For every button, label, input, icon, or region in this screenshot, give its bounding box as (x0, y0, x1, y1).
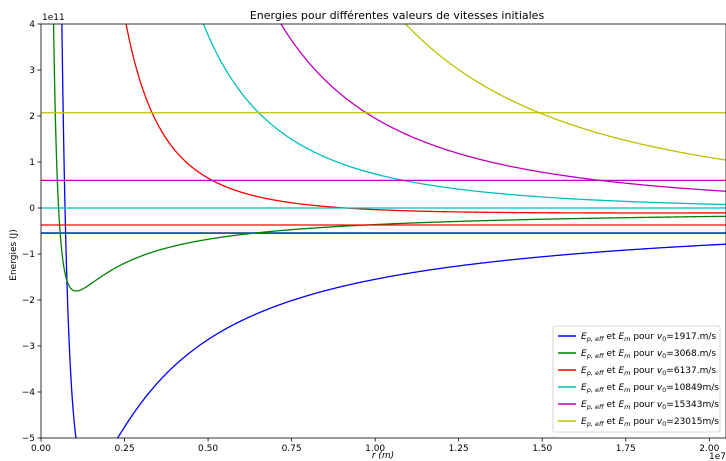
y-tick-label: −4 (22, 388, 36, 398)
y-tick-label: 0 (29, 204, 35, 214)
y-tick-label: −5 (22, 434, 35, 444)
axes (40, 23, 726, 439)
y-tick-label: 2 (29, 112, 35, 122)
x-tick-label: 1.25 (449, 444, 469, 454)
x-tick-label: 1.50 (532, 444, 552, 454)
series-curve-4 (280, 24, 726, 192)
legend-box (552, 325, 721, 433)
plot-frame (40, 23, 726, 439)
x-tick-label: 0.00 (31, 444, 51, 454)
plot-area (41, 24, 726, 438)
y-tick-label: −2 (22, 296, 35, 306)
x-tick-label: 0.25 (115, 444, 135, 454)
x-tick-label: 1.00 (365, 444, 385, 454)
y-tick-label: −1 (22, 250, 35, 260)
y-tick-label: 1 (29, 158, 35, 168)
y-offset-label: 1e11 (42, 13, 65, 23)
legend-entry: Ep, eff et Em pour v0=15343m/s (581, 400, 719, 411)
legend-entry: Ep, eff et Em pour v0=3068.m/s (581, 349, 716, 360)
x-tick-label: 2.00 (699, 444, 719, 454)
series-curve-0 (61, 24, 726, 438)
y-tick-label: −3 (22, 342, 35, 352)
x-tick-label: 0.50 (198, 444, 218, 454)
legend-entry: Ep, eff et Em pour v0=23015m/s (581, 417, 719, 428)
x-axis-label: r (m) (372, 451, 394, 461)
ticks: 0.00 0.25 0.50 0.75 1.00 1.25 1.50 1.75 2.00 −5 −4… (22, 20, 720, 454)
chart-title: Energies pour différentes valeurs de vit… (250, 9, 545, 22)
series-curve-2 (125, 24, 726, 214)
legend-entry: Ep, eff et Em pour v0=1917.m/s (581, 332, 716, 343)
x-offset-label: 1e7 (709, 452, 726, 461)
series-curve-3 (202, 24, 726, 206)
legend: Ep, eff et Em pour v0=1917.m/s Ep, eff et… (552, 325, 721, 433)
legend-entry: Ep, eff et Em pour v0=10849m/s (581, 383, 719, 394)
x-tick-label: 1.75 (616, 444, 636, 454)
legend-entry: Ep, eff et Em pour v0=6137.m/s (581, 366, 716, 377)
y-axis-label: Energies (J) (9, 229, 19, 280)
x-tick-label: 0.75 (282, 444, 302, 454)
y-tick-label: 3 (29, 66, 35, 76)
y-tick-label: 4 (29, 20, 35, 30)
series-curve-1 (52, 24, 726, 292)
